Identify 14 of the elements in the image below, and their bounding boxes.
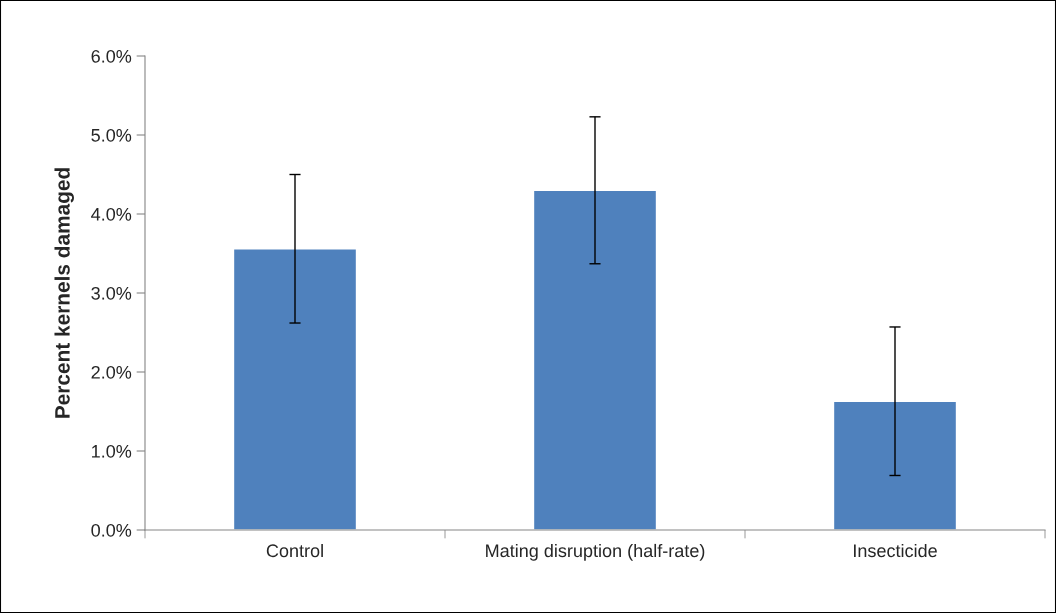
x-tick-label: Control [266, 543, 323, 558]
y-tick-label: 4.0% [91, 207, 132, 221]
y-tick-label: 1.0% [92, 444, 132, 458]
y-tick-label: 0.0% [91, 523, 132, 537]
bar [232, 248, 358, 530]
y-tick-label: 6.0% [91, 49, 132, 63]
bar [832, 400, 958, 530]
x-tick-label: Mating disruption (half-rate) [486, 543, 705, 561]
y-tick-label: 3.0% [91, 286, 132, 300]
bar [532, 189, 658, 530]
y-tick-label: 5.0% [91, 128, 132, 142]
y-axis-title: Percent kernels damaged [54, 168, 74, 418]
x-tick-label: Insecticide [854, 543, 937, 558]
y-tick-label: 2.0% [91, 365, 132, 379]
